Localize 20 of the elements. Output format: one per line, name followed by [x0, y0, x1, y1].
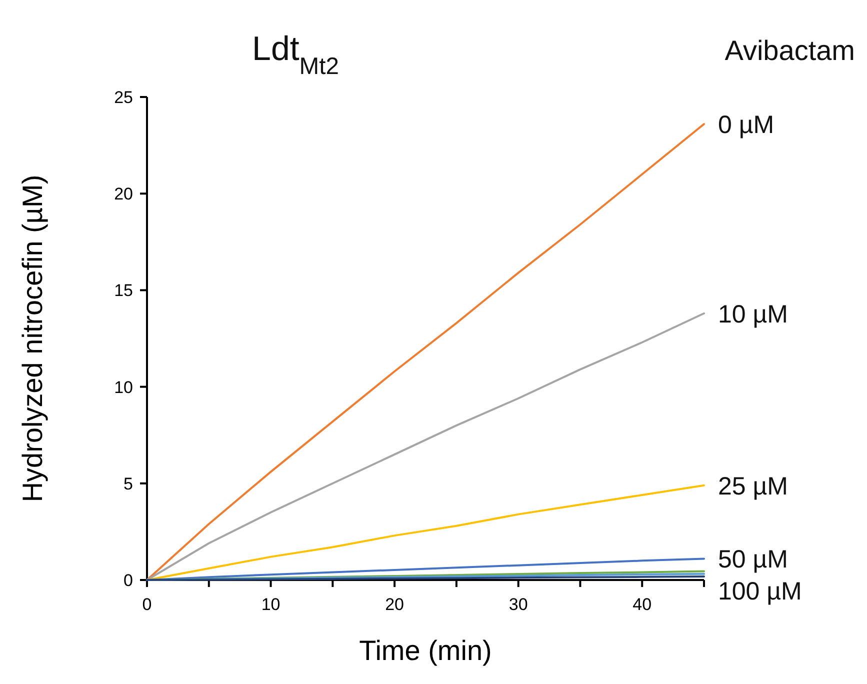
- x-tick-label: 30: [508, 595, 528, 614]
- y-axis-title: Hydrolyzed nitrocefin (µM): [17, 174, 48, 502]
- series-label: 10 µM: [718, 300, 788, 328]
- y-tick-label: 10: [114, 378, 133, 397]
- series-label: 0 µM: [718, 111, 774, 140]
- x-tick-label: 40: [632, 595, 652, 614]
- chart-title: Ldt$_{Mt2}$: [252, 30, 339, 80]
- x-tick-label: 10: [261, 595, 280, 614]
- y-tick-label: 15: [114, 281, 133, 300]
- x-tick-label: 20: [385, 595, 404, 614]
- y-tick-label: 20: [114, 184, 133, 204]
- x-axis-title: Time (min): [359, 635, 492, 666]
- y-tick-label: 0: [124, 571, 133, 590]
- y-tick-label: 25: [114, 88, 133, 107]
- series-label: 50 µM: [718, 546, 788, 574]
- series-label: 25 µM: [718, 472, 788, 500]
- y-tick-label: 5: [124, 474, 133, 494]
- series-label: 100 µM: [718, 578, 802, 606]
- legend-title: Avibactam: [724, 35, 855, 66]
- x-tick-label: 0: [142, 595, 152, 614]
